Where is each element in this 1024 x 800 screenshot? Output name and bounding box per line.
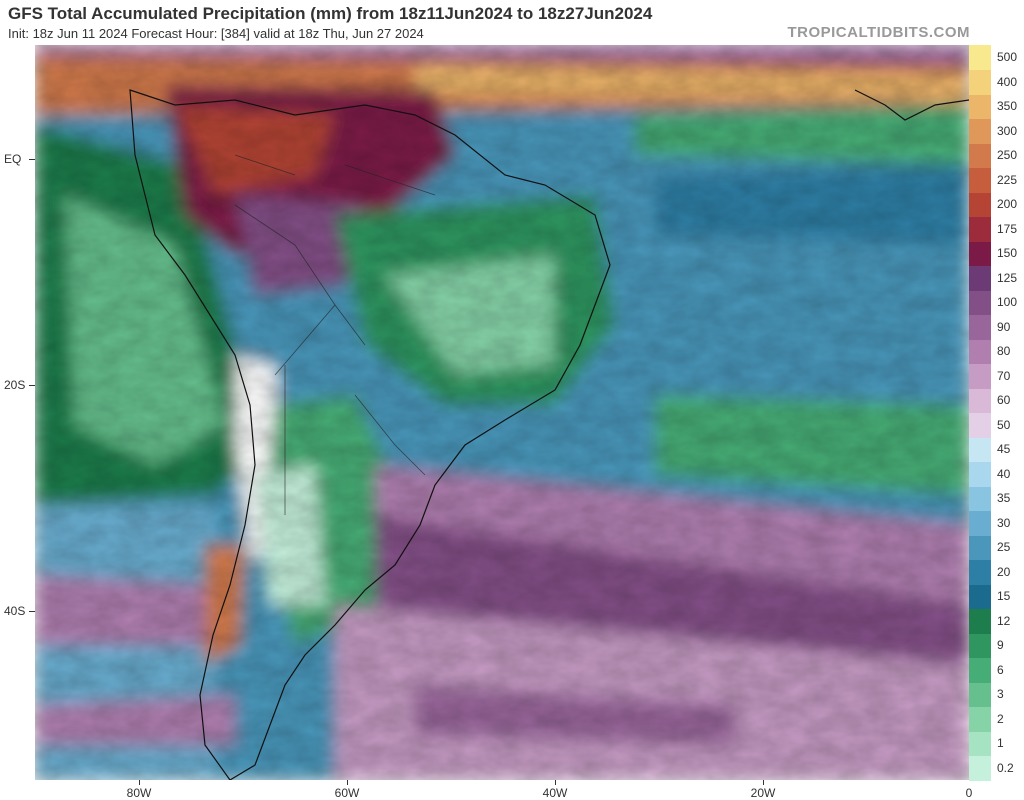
colorbar-label: 400 xyxy=(997,74,1018,89)
colorbar-cell xyxy=(969,755,991,781)
lat-label-40s: 40S xyxy=(4,604,26,618)
colorbar-cell xyxy=(969,192,991,217)
lat-tick xyxy=(29,159,35,160)
colorbar-label: 175 xyxy=(997,221,1018,236)
lon-label-40w: 40W xyxy=(542,786,568,800)
colorbar-cell xyxy=(969,45,991,70)
colorbar-label: 0.2 xyxy=(997,760,1014,775)
colorbar-cell xyxy=(969,143,991,168)
colorbar-label: 25 xyxy=(997,540,1011,555)
colorbar-label: 35 xyxy=(997,491,1011,506)
colorbar-cell xyxy=(969,94,991,119)
map-field xyxy=(35,45,969,780)
colorbar-cell xyxy=(969,437,991,462)
colorbar-cell xyxy=(969,486,991,511)
colorbar-cell xyxy=(969,118,991,144)
colorbar-label: 45 xyxy=(997,442,1011,457)
south-america-coastline xyxy=(129,89,611,780)
lon-label-60w: 60W xyxy=(334,786,360,800)
colorbar-cell xyxy=(969,559,991,585)
colorbar-label: 20 xyxy=(997,564,1011,579)
lon-tick xyxy=(763,780,764,785)
lat-label-eq: EQ xyxy=(4,152,22,166)
colorbar-cell xyxy=(969,290,991,315)
colorbar-label: 1 xyxy=(997,736,1004,751)
colorbar-label: 2 xyxy=(997,711,1004,726)
colorbar-cell xyxy=(969,314,991,340)
lon-tick xyxy=(139,780,140,785)
colorbar-label: 30 xyxy=(997,515,1011,530)
colorbar-label: 9 xyxy=(997,638,1004,653)
colorbar-label: 70 xyxy=(997,368,1011,383)
colorbar-cell xyxy=(969,339,991,364)
country-borders xyxy=(234,154,436,515)
lon-tick xyxy=(347,780,348,785)
colorbar-label: 200 xyxy=(997,197,1018,212)
colorbar-label: 300 xyxy=(997,123,1018,138)
colorbar-cell xyxy=(969,633,991,658)
colorbar-label: 350 xyxy=(997,99,1018,114)
colorbar-cell xyxy=(969,535,991,560)
lon-label-0: 0 xyxy=(965,786,973,800)
west-africa-coastline xyxy=(854,89,969,121)
colorbar-cell xyxy=(969,731,991,756)
colorbar-cell xyxy=(969,584,991,609)
colorbar-label: 90 xyxy=(997,319,1011,334)
colorbar-cell xyxy=(969,682,991,707)
colorbar-label: 6 xyxy=(997,662,1004,677)
colorbar-label: 50 xyxy=(997,417,1011,432)
colorbar-cell xyxy=(969,657,991,683)
colorbar-label: 12 xyxy=(997,613,1011,628)
forecast-info: Init: 18z Jun 11 2024 Forecast Hour: [38… xyxy=(8,26,424,41)
chart-title: GFS Total Accumulated Precipitation (mm)… xyxy=(8,4,653,23)
colorbar-cell xyxy=(969,388,991,413)
colorbar-cell xyxy=(969,510,991,536)
colorbar-cell xyxy=(969,706,991,732)
colorbar-label: 250 xyxy=(997,148,1018,163)
colorbar-cell xyxy=(969,461,991,487)
colorbar-label: 15 xyxy=(997,589,1011,604)
colorbar-label: 40 xyxy=(997,466,1011,481)
colorbar-label: 3 xyxy=(997,687,1004,702)
colorbar-cell xyxy=(969,412,991,438)
colorbar-cell xyxy=(969,363,991,389)
lat-label-20s: 20S xyxy=(4,378,26,392)
precipitation-map xyxy=(35,45,969,780)
colorbar-cell xyxy=(969,216,991,242)
colorbar-label: 125 xyxy=(997,270,1018,285)
lon-label-80w: 80W xyxy=(126,786,152,800)
colorbar-cell xyxy=(969,608,991,634)
site-credit: TROPICALTIDBITS.COM xyxy=(787,24,970,41)
lat-tick xyxy=(29,611,35,612)
colorbar-label: 100 xyxy=(997,295,1018,310)
colorbar-label: 150 xyxy=(997,246,1018,261)
colorbar-label: 500 xyxy=(997,50,1018,65)
lat-tick xyxy=(29,385,35,386)
precipitation-colorbar xyxy=(969,45,991,781)
lon-tick xyxy=(555,780,556,785)
colorbar-label: 225 xyxy=(997,172,1018,187)
lon-label-20w: 20W xyxy=(750,786,776,800)
colorbar-cell xyxy=(969,167,991,193)
colorbar-label: 80 xyxy=(997,344,1011,359)
colorbar-label: 60 xyxy=(997,393,1011,408)
colorbar-cell xyxy=(969,241,991,266)
colorbar-cell xyxy=(969,69,991,95)
colorbar-cell xyxy=(969,265,991,291)
